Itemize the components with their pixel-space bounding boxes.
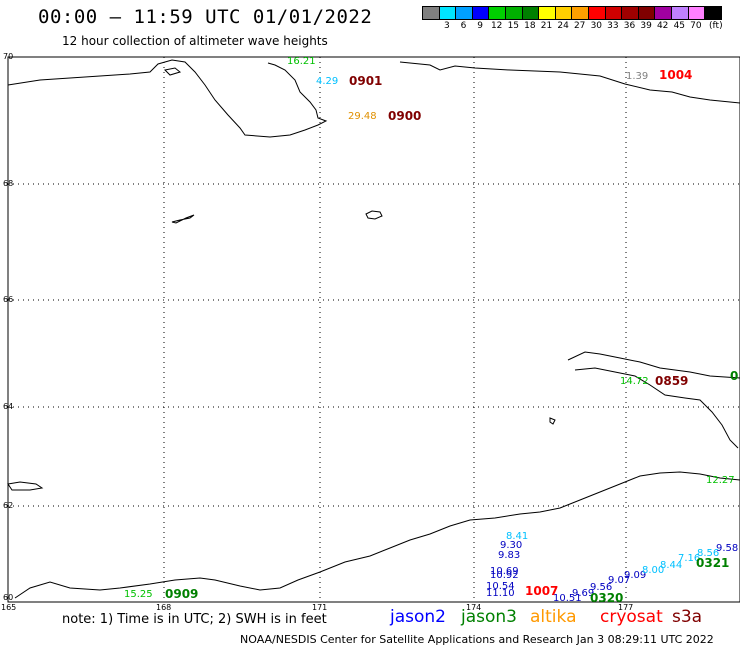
note-text: note: 1) Time is in UTC; 2) SWH is in fe… [62,612,327,627]
colorbar-tick-label: 27 [573,21,586,31]
coast-chukotka-north [7,59,328,138]
colorbar-tick-label: 24 [557,21,569,31]
lat-label-68: 68 [3,179,14,188]
swh-observation: 4.29 [316,76,339,87]
colorbar-tick-label: 30 [590,21,603,31]
lat-label-62: 62 [3,501,14,510]
pass-time-label: 0320 [590,591,624,605]
coast-norton-sound [14,471,740,599]
swh-observation: 14.72 [620,376,649,387]
pass-time-label: 0859 [655,374,689,388]
colorbar-tick-label: 12 [490,21,503,31]
colorbar-unit: (ft) [709,21,723,31]
pass-time-label: 1007 [525,584,559,598]
coastlines [7,59,740,599]
lat-label-66: 66 [3,295,14,304]
legend-jason3: jason3 [461,607,517,627]
colorbar-tick-label: 3 [444,21,450,31]
island-king [549,417,556,425]
colorbar-tick-label: 70 [690,21,702,31]
swh-observation: 12.27 [706,475,735,486]
colorbar-tick-label: 42 [656,21,669,31]
colorbar-tick-label: 15 [507,21,520,31]
swh-observation: 10.54 [486,581,515,592]
legend-altika: altika [530,607,577,627]
swh-observation: 9.56 [590,582,613,593]
swh-observation: 9.09 [624,570,647,581]
colorbar-tick-label: 45 [673,21,686,31]
lon-label-165: 165 [1,603,17,612]
pass-time-label: 0900 [388,109,422,123]
swh-observation: 9.07 [608,575,631,586]
colorbar-tick-label: 9 [477,21,483,31]
swh-observation: 10.92 [490,570,519,581]
island-wrangel-a [365,210,383,220]
swh-observation: 7.16 [678,553,701,564]
swh-observation: 8.56 [697,548,720,559]
swh-observation: 8.44 [660,560,683,571]
lat-label-64: 64 [3,402,14,411]
swh-observation: 16.21 [287,56,316,67]
swh-observation: 9.30 [500,540,523,551]
swh-observation: 8.41 [506,531,529,542]
page-title: 00:00 – 11:59 UTC 01/01/2022 [38,6,373,28]
island-wrangel-b [171,214,195,224]
island-st-lawrence [7,481,44,491]
swh-observation: 10.51 [553,593,582,604]
graticule [8,57,740,602]
coast-seward-peninsula [567,351,740,449]
colorbar-tick-label: 36 [623,21,636,31]
page-subtitle: 12 hour collection of altimeter wave hei… [62,34,328,48]
colorbar [422,6,722,20]
lon-label-168: 168 [156,603,172,612]
legend-jason2: jason2 [390,607,446,627]
colorbar-tick-label: 21 [540,21,553,31]
legend-s3a: s3a [672,607,703,627]
swh-observation: 8.00 [642,565,665,576]
swh-observation: 1.39 [626,71,649,82]
colorbar-tick-label: 39 [640,21,652,31]
legend-cryosat: cryosat [600,607,663,627]
map-frame [7,56,740,603]
pass-time-label: 1004 [659,68,693,82]
pass-time-label: 0909 [165,587,199,601]
colorbar-tick-label: 18 [524,21,536,31]
swh-observation: 15.25 [124,589,153,600]
lon-label-171: 171 [312,603,328,612]
swh-observation: 11.10 [486,588,515,599]
lon-label-177: 177 [618,603,634,612]
coast-alaska-north [399,61,740,104]
colorbar-tick-label: 6 [460,21,467,31]
swh-observation: 29.48 [348,111,377,122]
lon-label-174: 174 [466,603,482,612]
swh-observation: 9.69 [572,588,595,599]
colorbar-swatch [704,6,722,20]
swh-observation: 9.83 [498,550,521,561]
footer-credit: NOAA/NESDIS Center for Satellite Applica… [240,633,714,646]
lat-label-70: 70 [3,52,14,61]
colorbar-tick-label: 33 [607,21,619,31]
swh-observation: 10.69 [490,566,519,577]
swh-observation: 9.58 [716,543,739,554]
pass-time-label: 0901 [349,74,383,88]
pass-time-label: 0321 [696,556,730,570]
lat-label-60: 60 [3,593,14,602]
pass-time-label: 0 [730,369,739,383]
